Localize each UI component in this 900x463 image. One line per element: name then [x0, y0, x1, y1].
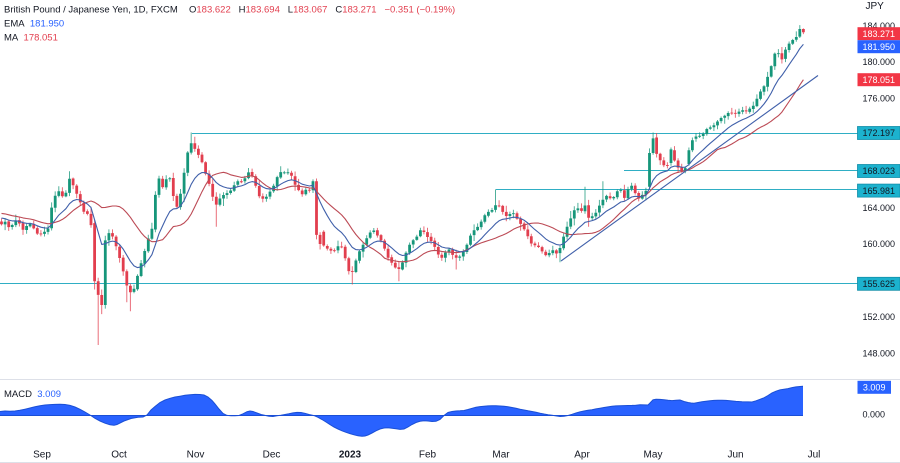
svg-text:184.000: 184.000	[863, 21, 896, 31]
svg-text:180.000: 180.000	[863, 57, 896, 67]
svg-text:MA 178.051: MA 178.051	[4, 33, 58, 44]
svg-text:165.981: 165.981	[863, 186, 896, 196]
svg-text:JPY: JPY	[866, 1, 885, 12]
svg-text:EMA 181.950: EMA 181.950	[4, 19, 64, 30]
svg-text:176.000: 176.000	[863, 94, 896, 104]
svg-text:178.051: 178.051	[863, 75, 896, 85]
svg-text:Apr: Apr	[574, 450, 590, 461]
svg-text:May: May	[644, 450, 663, 461]
svg-text:British Pound / Japanese Yen,: British Pound / Japanese Yen, 1D, FXCM	[4, 5, 178, 16]
svg-text:Dec: Dec	[263, 450, 281, 461]
svg-text:Jul: Jul	[808, 450, 821, 461]
svg-text:Jun: Jun	[727, 450, 743, 461]
svg-text:MACD 3.009: MACD 3.009	[4, 389, 61, 400]
svg-text:172.197: 172.197	[863, 128, 896, 138]
svg-text:Oct: Oct	[111, 450, 127, 461]
svg-text:183.271: 183.271	[863, 29, 896, 39]
svg-text:181.950: 181.950	[863, 42, 896, 52]
svg-text:148.000: 148.000	[863, 348, 896, 358]
svg-text:168.023: 168.023	[863, 166, 896, 176]
svg-text:3.009: 3.009	[863, 383, 886, 393]
svg-text:0.000: 0.000	[863, 410, 886, 420]
svg-text:2023: 2023	[339, 450, 362, 461]
svg-text:Mar: Mar	[492, 450, 510, 461]
svg-text:Feb: Feb	[419, 450, 437, 461]
svg-text:155.625: 155.625	[863, 279, 896, 289]
svg-text:Sep: Sep	[33, 450, 51, 461]
svg-text:152.000: 152.000	[863, 312, 896, 322]
svg-text:O183.622 H183.694 L183.067: O183.622 H183.694 L183.067 C183.271 −0.3…	[189, 5, 455, 16]
svg-text:164.000: 164.000	[863, 203, 896, 213]
svg-text:Nov: Nov	[187, 450, 205, 461]
svg-text:160.000: 160.000	[863, 239, 896, 249]
